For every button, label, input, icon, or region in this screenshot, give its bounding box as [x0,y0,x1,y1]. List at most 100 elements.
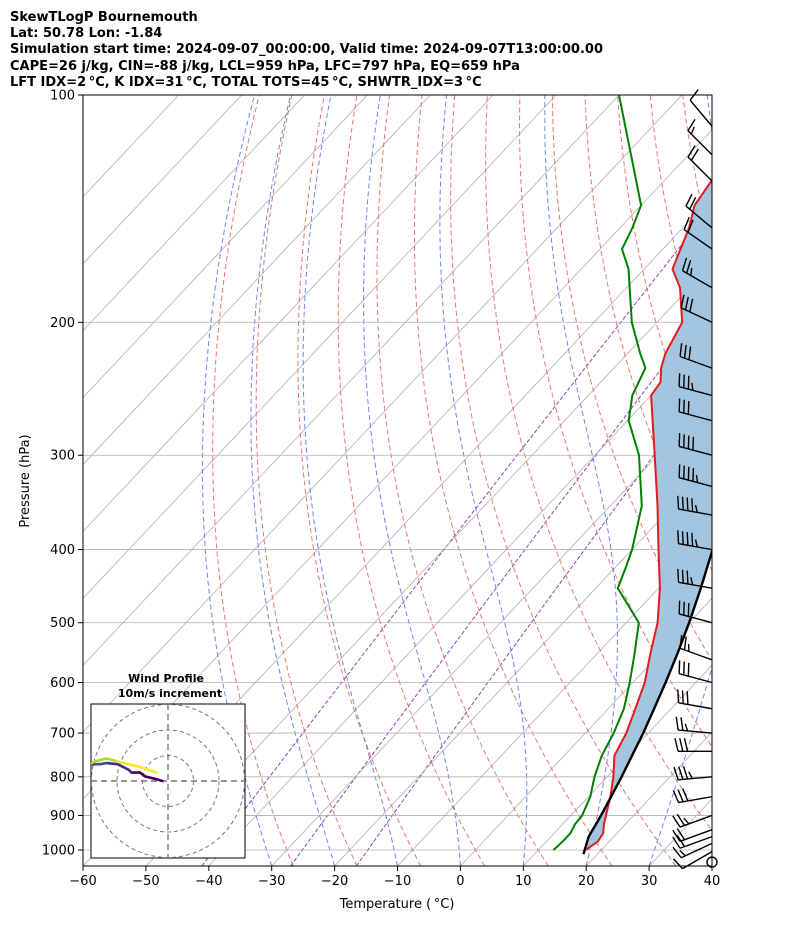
wind-barb-flag [695,474,699,483]
wind-barb-staff [678,702,713,710]
wind-barb-flag [694,504,698,513]
wind-barb-staff [678,776,713,781]
dry-adiabat-line [376,95,549,866]
hodograph-segment [91,760,97,765]
hodograph-segment [31,757,34,764]
x-tick-label: 40 [704,874,721,889]
wind-barb-flag [690,148,699,161]
hodograph-segment [73,761,84,767]
wind-barb-flag [678,766,684,780]
hodograph-segment [61,761,72,764]
moist-adiabat-lines [201,95,712,866]
wind-barb [679,343,713,369]
x-tick-label: 0 [456,874,464,889]
wind-barb-flag [691,532,694,547]
hodograph-segment [104,761,119,766]
wind-barb-flag [679,343,683,357]
wind-barb-flag [683,738,689,752]
wind-barb-flag [688,196,697,210]
wind-barb-flag [676,813,686,826]
wind-barb-flag [677,530,680,544]
wind-barb-flag [688,346,692,360]
hodograph-segment [31,775,34,789]
wind-barb-flag [674,738,679,752]
wind-barb [677,568,713,589]
y-tick-label: 100 [50,89,75,104]
wind-barb-staff [678,673,713,684]
mixing-ratio-line [355,376,712,866]
header-line-5: LFT IDX=2 °C, K IDX=31 °C, TOTAL TOTS=45… [10,75,482,90]
y-axis-label: Pressure (hPa) [18,434,33,527]
wind-barb [678,398,713,422]
wind-barb-staff [689,99,713,127]
wind-barb-staff [678,411,713,422]
wind-barb-staff [680,842,713,859]
wind-barb-staff [679,647,713,661]
isotherm-line [83,95,620,666]
cape-area [584,180,712,850]
wind-barb [672,851,713,870]
wind-barb [672,813,713,828]
isotherm-line [83,95,431,466]
isotherm-line [271,397,712,866]
dry-adiabat-line [413,95,613,866]
wind-barb [672,828,713,843]
wind-barb-flag [690,267,693,276]
wind-barb [679,634,713,661]
dewpoint-profile-line [552,95,647,851]
wind-barb-flag [672,790,680,803]
wind-barb-flag [681,569,684,584]
wind-barb-flag [676,828,686,841]
y-tick-label: 600 [50,676,75,691]
wind-barb-flag [683,216,690,230]
x-tick-label: −10 [384,874,411,889]
header-line-3: Simulation start time: 2024-09-07_00:00:… [10,42,603,57]
wind-barb-flag [681,257,688,271]
wind-barb-flag [691,382,694,391]
wind-barb-staff [678,729,713,734]
dry-adiabat-line [715,95,794,866]
hodograph-segment [149,769,159,774]
hodograph-segment [91,762,97,767]
wind-barb [672,842,713,859]
wind-barb [677,530,713,551]
wind-barbs [672,89,718,870]
wind-barb-staff [685,205,713,229]
wind-barb-flag [687,119,696,132]
wind-barb-flag [690,577,694,585]
wind-barb [677,495,713,516]
hodograph-segment [138,765,153,773]
wind-barb-staff [679,355,713,369]
dry-adiabat-line [781,95,794,866]
wind-barb-staff [678,477,713,488]
dry-adiabat-line [212,95,294,866]
hodograph-segment [42,767,48,773]
wind-barb-flag [686,531,689,546]
isotherm-line [83,95,368,399]
wind-barb-staff [678,445,713,456]
wind-barb [687,119,713,156]
wind-barb [678,660,713,684]
y-tick-label: 200 [50,316,75,331]
header-line-2: Lat: 50.78 Lon: -1.84 [10,26,162,41]
y-tick-label: 700 [50,727,75,742]
x-axis-ticks: −60 −50 −40 −30 −20 −10 0 10 20 30 40 [69,866,720,889]
isotherm-line [460,597,712,866]
wind-barb-staff [683,229,713,250]
x-tick-label: −60 [69,874,96,889]
hodograph-segment [45,757,56,758]
wind-barb [678,373,713,397]
wind-barb-flag [675,716,679,731]
isotherm-line [83,95,242,265]
wind-barb-flag [677,568,680,583]
wind-barb-flag [677,495,680,510]
wind-barb [677,689,713,710]
hodograph-segment [73,761,79,764]
wind-barb-staff [682,270,713,289]
wind-barb [681,257,713,289]
dry-adiabat-line [551,95,712,662]
wind-barb-flag [686,570,689,584]
hodograph-segment [36,773,42,784]
wind-barb-flag [683,817,690,825]
